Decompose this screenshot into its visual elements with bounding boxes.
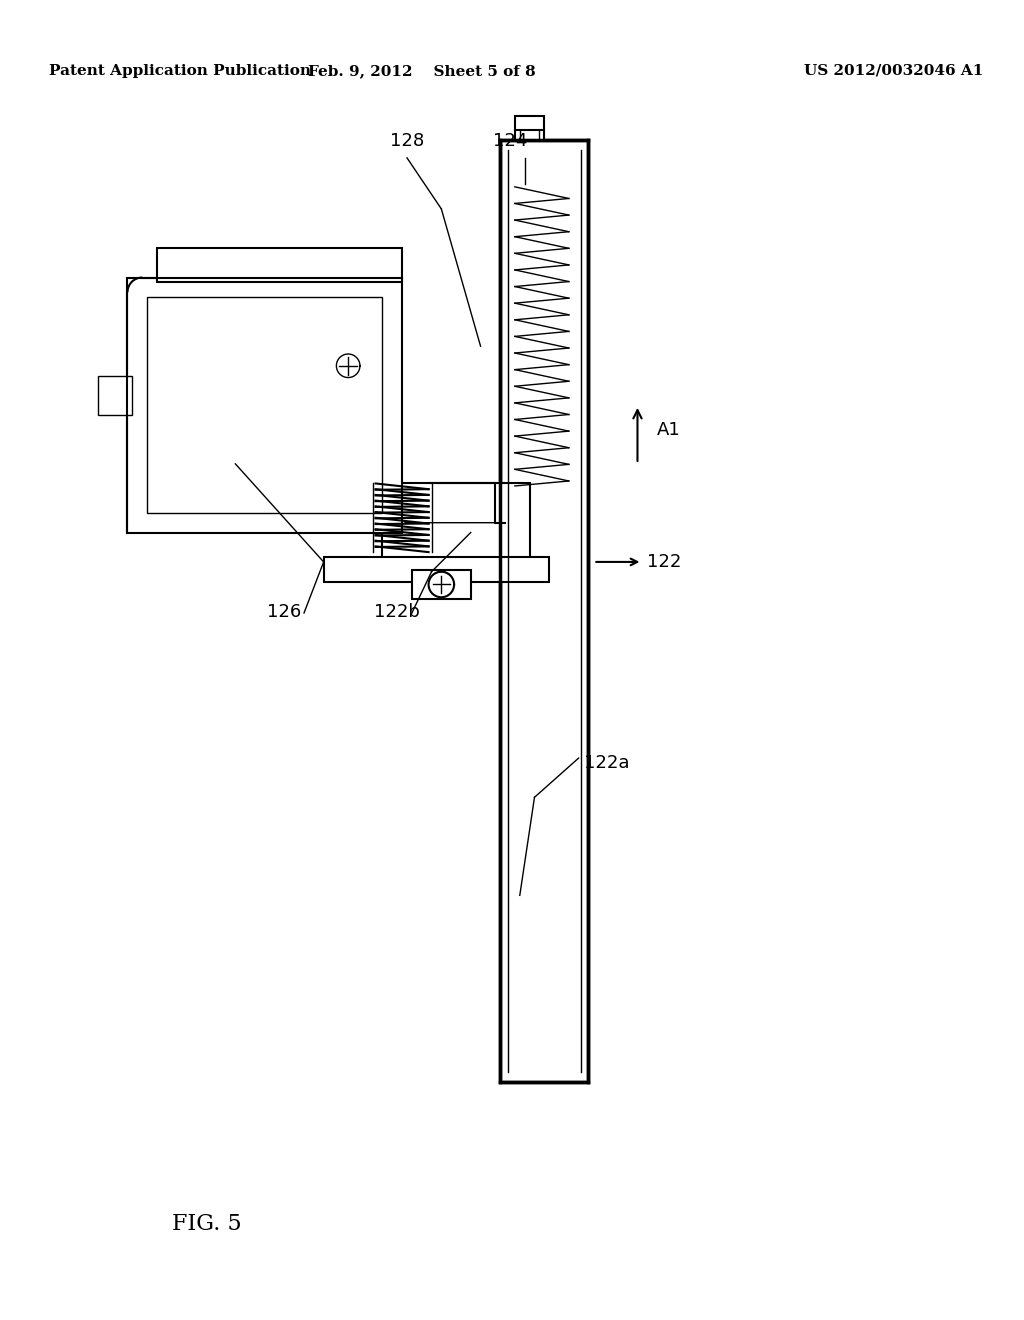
Bar — [98, 376, 132, 414]
Text: US 2012/0032046 A1: US 2012/0032046 A1 — [804, 63, 984, 78]
Bar — [324, 557, 549, 582]
Bar — [412, 570, 471, 599]
Bar — [383, 483, 529, 562]
Text: 122b: 122b — [374, 603, 420, 620]
Text: Feb. 9, 2012    Sheet 5 of 8: Feb. 9, 2012 Sheet 5 of 8 — [308, 63, 536, 78]
Text: 122: 122 — [647, 553, 682, 572]
Text: 124: 124 — [493, 132, 527, 150]
Text: Patent Application Publication: Patent Application Publication — [49, 63, 311, 78]
Text: 126: 126 — [267, 603, 301, 620]
Text: 122a: 122a — [584, 754, 629, 772]
Text: FIG. 5: FIG. 5 — [172, 1213, 242, 1236]
Bar — [128, 277, 402, 532]
Bar — [157, 248, 402, 282]
Text: 128: 128 — [390, 132, 424, 150]
Text: A1: A1 — [657, 421, 681, 438]
Bar — [147, 297, 383, 513]
Bar — [500, 140, 589, 1081]
Bar — [515, 116, 545, 140]
